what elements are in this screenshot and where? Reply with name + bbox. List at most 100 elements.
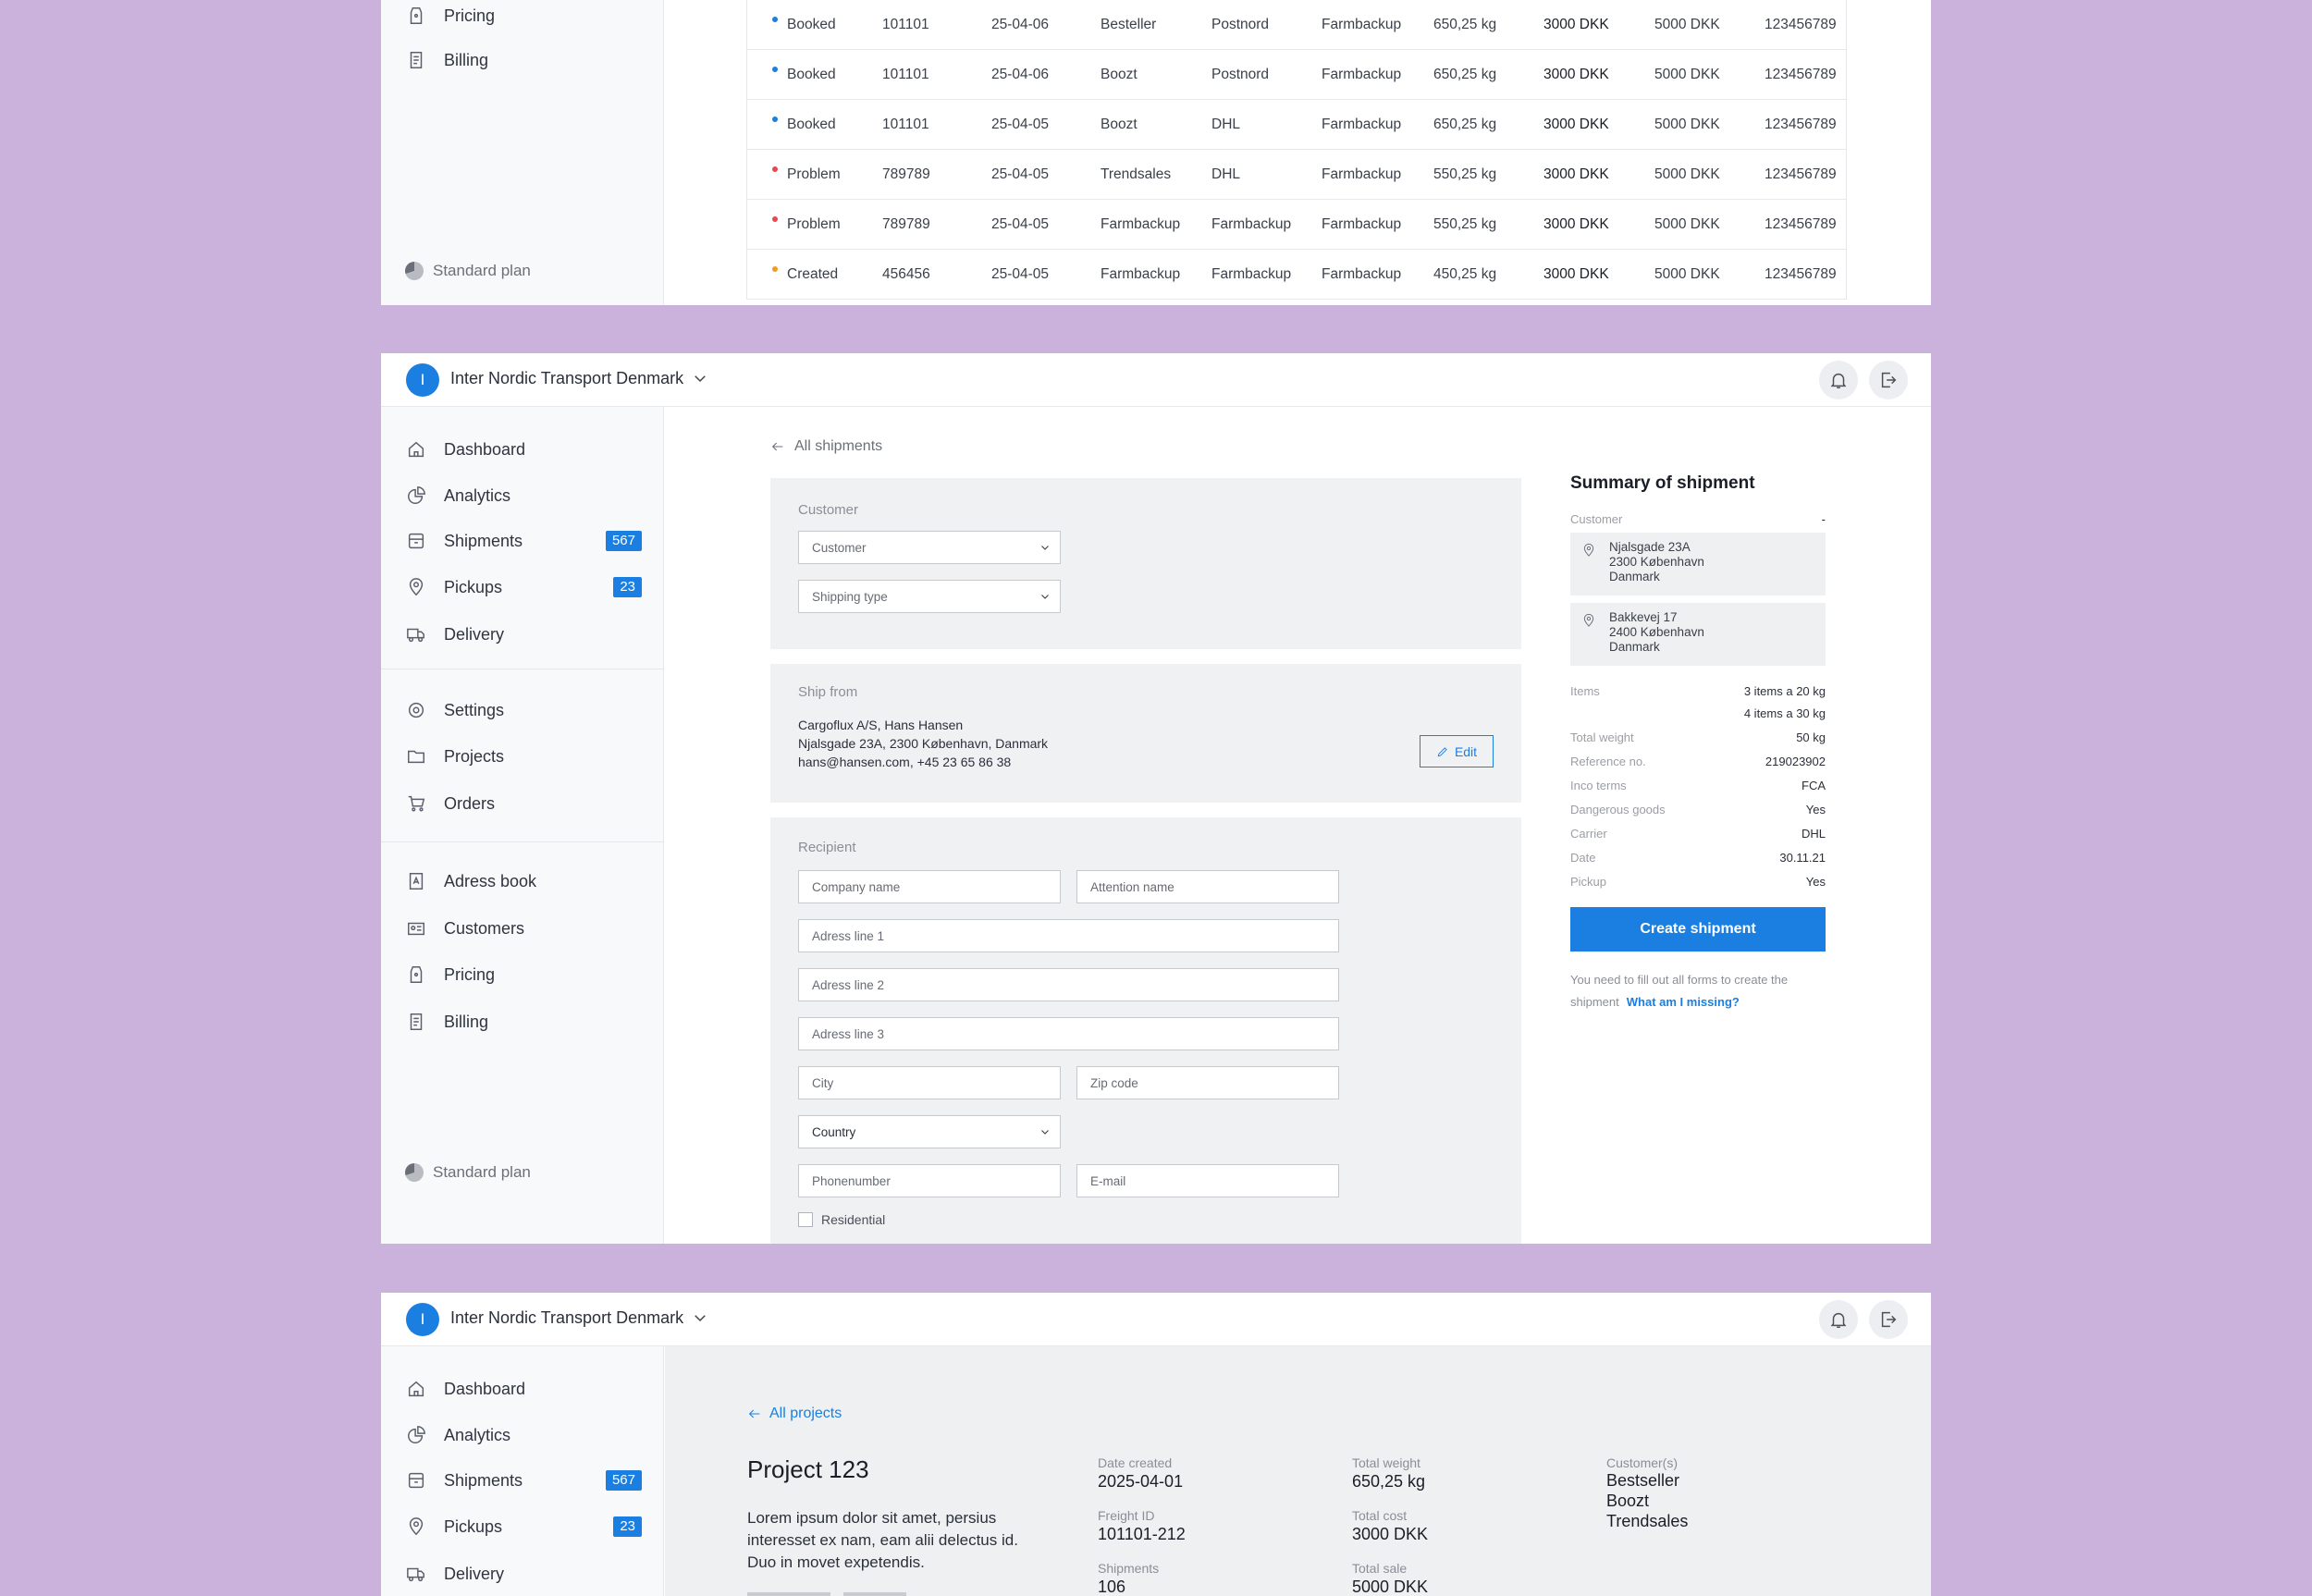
table-row[interactable]: Problem 789789 25-04-05 Trendsales DHL Farmba…	[747, 150, 1846, 200]
summary-title: Summary of shipment	[1570, 473, 1755, 493]
cell-carrier: Postnord	[1211, 67, 1270, 82]
what-am-i-missing-link[interactable]: What am I missing?	[1626, 995, 1740, 1009]
sidebar-item-delivery[interactable]: Delivery	[405, 619, 642, 650]
cell-id: 101101	[882, 117, 929, 132]
sidebar-item-pricing[interactable]: Pricing	[405, 0, 642, 31]
sidebar-item-billing[interactable]: Billing	[405, 44, 642, 76]
status-dot	[772, 216, 778, 222]
chevron-down-icon[interactable]	[692, 370, 708, 387]
table-row[interactable]: Created 456456 25-04-05 Farmbackup Farmbacku…	[747, 250, 1846, 300]
sidebar-item-label: Dashboard	[444, 1379, 526, 1398]
logout-button[interactable]	[1869, 361, 1908, 399]
org-name[interactable]: Inter Nordic Transport Denmark	[450, 1308, 684, 1327]
cell-id: 101101	[882, 67, 929, 82]
cell-cost: 3000 DKK	[1543, 166, 1609, 182]
sidebar-item-shipments[interactable]: Shipments 567	[405, 525, 642, 557]
cell-date: 25-04-05	[991, 166, 1050, 182]
stat-date-created: Date created 2025-04-01	[1098, 1455, 1184, 1491]
pickups-count-badge: 23	[613, 1516, 642, 1537]
sidebar-item-analytics[interactable]: Analytics	[405, 480, 642, 511]
price-tag-icon	[405, 5, 427, 27]
address-line-1-input[interactable]	[798, 919, 1339, 952]
sidebar-item-dashboard[interactable]: Dashboard	[405, 1373, 642, 1405]
project-title: Project 123	[747, 1455, 869, 1483]
org-avatar[interactable]: I	[406, 1303, 439, 1336]
sidebar-item-delivery[interactable]: Delivery	[405, 1558, 642, 1590]
shipping-type-select[interactable]: Shipping type	[798, 580, 1061, 613]
stat-total-weight: Total weight 650,25 kg	[1352, 1455, 1426, 1491]
cell-ref: 123456789	[1765, 166, 1837, 182]
sidebar-item-pickups[interactable]: Pickups 23	[405, 1511, 642, 1542]
notifications-button[interactable]	[1819, 361, 1858, 399]
chevron-down-icon	[1041, 1130, 1049, 1135]
residential-checkbox[interactable]	[798, 1212, 813, 1227]
sidebar-item-shipments[interactable]: Shipments 567	[405, 1465, 642, 1496]
org-avatar[interactable]: I	[406, 363, 439, 397]
status-dot	[772, 67, 778, 72]
sidebar-item-settings[interactable]: Settings	[405, 694, 642, 726]
sidebar-item-customers[interactable]: Customers	[405, 913, 642, 944]
sidebar-item-label: Adress book	[444, 871, 537, 890]
stat-freight-id: Freight ID 101101-212	[1098, 1508, 1186, 1543]
country-select[interactable]: Country	[798, 1115, 1061, 1148]
zip-code-input[interactable]	[1076, 1066, 1339, 1099]
logout-icon	[1881, 372, 1897, 388]
attention-name-input[interactable]	[1076, 870, 1339, 903]
sidebar-item-dashboard[interactable]: Dashboard	[405, 434, 642, 465]
cell-origin: Farmbackup	[1322, 17, 1402, 32]
back-to-projects-link[interactable]: All projects	[747, 1406, 842, 1422]
customer-select[interactable]: Customer	[798, 531, 1061, 564]
plan-indicator[interactable]: Standard plan	[405, 1163, 531, 1182]
cell-status: Problem	[787, 216, 841, 232]
address-line-2-input[interactable]	[798, 968, 1339, 1001]
sidebar-item-label: Pickups	[444, 1516, 503, 1536]
plan-pie-icon	[405, 262, 424, 280]
edit-ship-from-button[interactable]: Edit	[1420, 735, 1494, 767]
sidebar-item-adress-book[interactable]: Adress book	[405, 866, 642, 897]
table-row[interactable]: Booked 101101 25-04-06 Boozt Postnord Farmbac…	[747, 50, 1846, 100]
shipments-table: Booked 101101 25-04-06 Besteller Postnord Far…	[746, 0, 1847, 300]
create-shipment-button[interactable]: Create shipment	[1570, 907, 1826, 951]
chevron-down-icon	[1041, 595, 1049, 599]
cell-date: 25-04-05	[991, 216, 1050, 232]
cell-status: Booked	[787, 67, 836, 82]
sidebar-item-label: Settings	[444, 700, 505, 719]
cell-cost: 3000 DKK	[1543, 266, 1609, 282]
cell-weight: 650,25 kg	[1433, 17, 1497, 32]
shipment-summary: Summary of shipment Customer - Njalsgade…	[1570, 473, 1826, 1009]
project-action-button-1[interactable]	[747, 1592, 830, 1596]
table-row[interactable]: Booked 101101 25-04-05 Boozt DHL Farmbackup 65…	[747, 100, 1846, 150]
status-dot	[772, 266, 778, 272]
company-name-input[interactable]	[798, 870, 1061, 903]
notifications-button[interactable]	[1819, 1300, 1858, 1339]
table-row[interactable]: Booked 101101 25-04-06 Besteller Postnord Far…	[747, 0, 1846, 50]
sidebar-item-orders[interactable]: Orders	[405, 788, 642, 819]
cell-status: Booked	[787, 117, 836, 132]
city-input[interactable]	[798, 1066, 1061, 1099]
cell-ref: 123456789	[1765, 216, 1837, 232]
address-line-3-input[interactable]	[798, 1017, 1339, 1050]
sidebar-item-label: Shipments	[444, 1470, 523, 1490]
cell-carrier: DHL	[1211, 166, 1241, 182]
table-row[interactable]: Problem 789789 25-04-05 Farmbackup Farmbacku…	[747, 200, 1846, 250]
project-detail-panel: I Inter Nordic Transport Denmark Dashboa…	[381, 1293, 1931, 1596]
cell-carrier: Postnord	[1211, 17, 1270, 32]
back-to-shipments-link[interactable]: All shipments	[770, 438, 882, 455]
plan-indicator[interactable]: Standard plan	[405, 262, 531, 280]
cell-sale: 5000 DKK	[1654, 266, 1720, 282]
sidebar-item-label: Projects	[444, 746, 505, 766]
phone-input[interactable]	[798, 1164, 1061, 1197]
receipt-icon	[405, 49, 427, 71]
org-name[interactable]: Inter Nordic Transport Denmark	[450, 369, 684, 387]
chevron-down-icon[interactable]	[692, 1309, 708, 1326]
logout-button[interactable]	[1869, 1300, 1908, 1339]
project-description: Lorem ipsum dolor sit amet, persius inte…	[747, 1509, 1018, 1571]
sidebar-item-billing[interactable]: Billing	[405, 1006, 642, 1037]
sidebar-item-pricing[interactable]: Pricing	[405, 959, 642, 990]
sidebar-item-analytics[interactable]: Analytics	[405, 1419, 642, 1451]
cell-carrier: Farmbackup	[1211, 216, 1292, 232]
email-input[interactable]	[1076, 1164, 1339, 1197]
sidebar-item-projects[interactable]: Projects	[405, 741, 642, 772]
project-action-button-2[interactable]	[843, 1592, 906, 1596]
sidebar-item-pickups[interactable]: Pickups 23	[405, 571, 642, 603]
